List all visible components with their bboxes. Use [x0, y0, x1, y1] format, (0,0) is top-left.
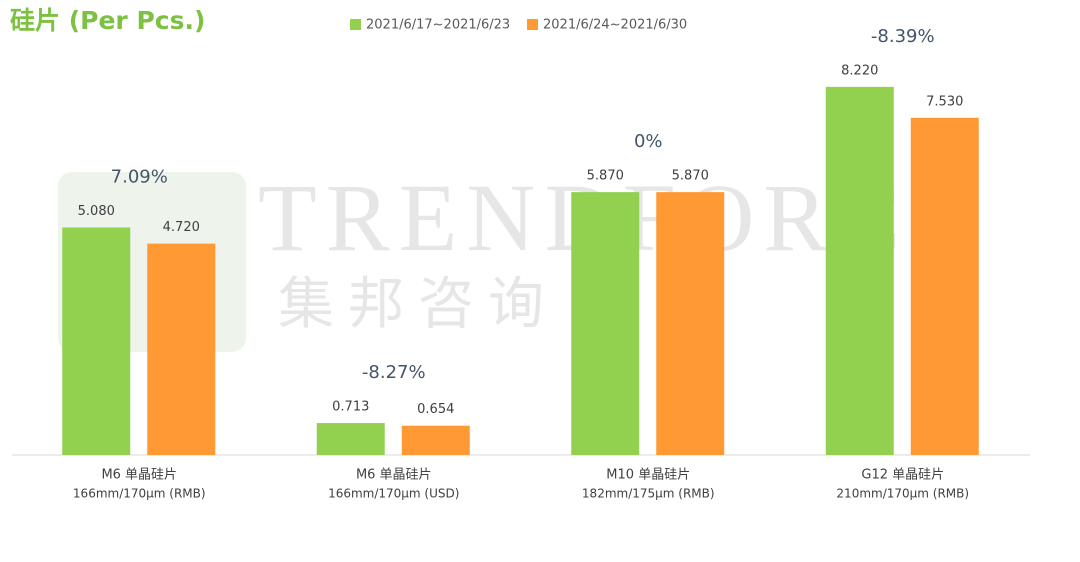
- value-label: 5.080: [78, 204, 115, 219]
- change-annotation: -8.39%: [871, 26, 935, 47]
- bar: [316, 423, 385, 455]
- bar: [401, 425, 470, 455]
- change-annotation: -8.27%: [362, 362, 426, 383]
- x-tick-label: M10 单晶硅片: [606, 468, 690, 483]
- watermark-subtitle: 集邦咨询: [278, 272, 558, 337]
- legend-swatch: [350, 19, 361, 30]
- bar: [656, 192, 725, 455]
- bar: [571, 192, 640, 455]
- value-label: 0.654: [417, 402, 454, 417]
- bar: [62, 227, 131, 455]
- value-label: 0.713: [332, 400, 369, 415]
- legend-label: 2021/6/24~2021/6/30: [543, 18, 687, 33]
- x-tick-note: 166mm/170μm (USD): [328, 487, 459, 501]
- change-annotation: 7.09%: [111, 167, 168, 188]
- legend-label: 2021/6/17~2021/6/23: [366, 18, 510, 33]
- bar: [910, 117, 979, 455]
- value-label: 5.870: [672, 169, 709, 184]
- x-tick-label: M6 单晶硅片: [101, 468, 177, 483]
- x-tick-note: 210mm/170μm (RMB): [836, 487, 969, 501]
- value-label: 7.530: [926, 94, 963, 109]
- value-label: 4.720: [163, 220, 200, 235]
- x-tick-note: 166mm/170μm (RMB): [73, 487, 206, 501]
- x-tick-label: M6 单晶硅片: [356, 468, 432, 483]
- value-label: 5.870: [587, 169, 624, 184]
- bar: [147, 243, 216, 455]
- value-label: 8.220: [841, 63, 878, 78]
- x-tick-label: G12 单晶硅片: [861, 468, 944, 483]
- bar: [825, 86, 894, 455]
- change-annotation: 0%: [634, 131, 663, 152]
- chart-title: 硅片 (Per Pcs.): [10, 6, 205, 35]
- x-tick-note: 182mm/175μm (RMB): [582, 487, 715, 501]
- legend-swatch: [527, 19, 538, 30]
